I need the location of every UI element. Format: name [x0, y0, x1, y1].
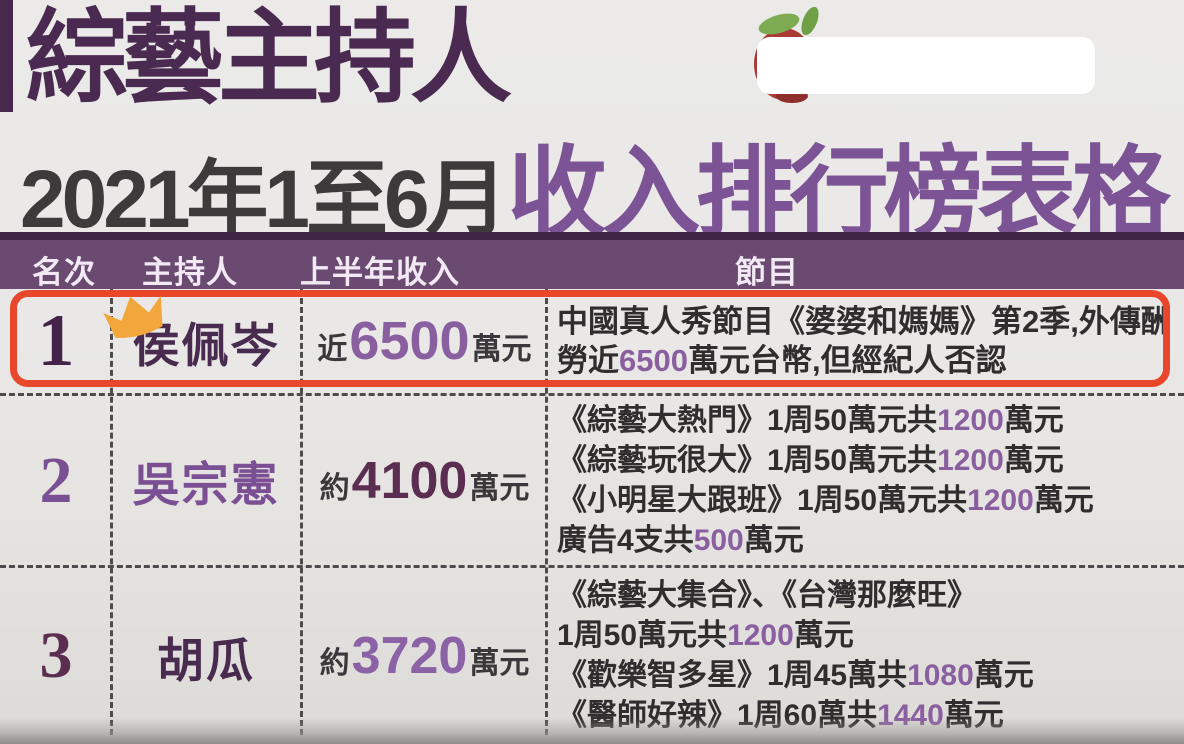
programs-cell: 中國真人秀節目《婆婆和媽媽》第2季,外傳酬 勞近6500萬元台幣,但經紀人否認 [557, 289, 1176, 393]
rank-value: 1 [37, 300, 75, 382]
rank-value: 2 [39, 443, 73, 517]
table-header: 名次 主持人 上半年收入 節目 [0, 232, 1184, 290]
header-programs: 節目 [735, 255, 799, 290]
title-period: 2021年1至6月 [20, 154, 508, 245]
program-line: 《綜藝玩很大》1周50萬元共1200萬元 [557, 443, 1064, 477]
header-income: 上半年收入 [300, 255, 460, 290]
column-separator [110, 289, 113, 735]
program-line: 中國真人秀節目《婆婆和媽媽》第2季,外傳酬 [557, 304, 1172, 339]
program-line: 《小明星大跟班》1周50萬元共1200萬元 [557, 483, 1094, 517]
logo-redaction-box [757, 37, 1095, 94]
rank-value: 3 [39, 619, 73, 692]
left-accent-strip [0, 0, 13, 112]
program-line: 廣告4支共500萬元 [557, 523, 804, 557]
program-line: 《歡樂智多星》1周45萬共1080萬元 [557, 659, 1034, 692]
header-host: 主持人 [142, 255, 238, 290]
program-line: 《綜藝大集合》、《台灣那麼旺》 [557, 579, 977, 612]
row-separator [0, 565, 1184, 568]
column-separator [300, 289, 303, 735]
column-separator [545, 289, 548, 735]
title-ranking-label: 收入排行榜表格 [507, 137, 1171, 248]
row-separator [0, 393, 1184, 396]
page-title-line2: 2021年1至6月 收入排行榜表格 [20, 112, 1171, 256]
income-value: 約 4100 萬元 [319, 451, 530, 510]
host-name: 吳宗憲 [132, 458, 280, 511]
income-value: 約 3720 萬元 [319, 627, 530, 685]
page-title-line1: 綜藝主持人 [26, 1, 512, 115]
header-rank: 名次 [32, 255, 96, 290]
apple-icon [754, 6, 1095, 103]
host-name: 胡瓜 [157, 633, 255, 687]
table-row: 1 侯佩岑 近 6500 萬元 中國真人秀節目《婆婆和媽媽》第2季,外傳酬 勞近6… [0, 289, 1184, 393]
program-line: 1周50萬元共1200萬元 [557, 619, 854, 652]
program-line: 《綜藝大熱門》1周50萬元共1200萬元 [557, 403, 1064, 437]
crown-icon [103, 295, 163, 338]
bottom-edge-fade [0, 718, 1184, 744]
highlight-red-box [10, 290, 1170, 387]
programs-cell: 《綜藝大熱門》1周50萬元共1200萬元 《綜藝玩很大》1周50萬元共1200萬元… [557, 396, 1176, 565]
publisher-logo [722, 0, 1122, 110]
table-row: 2 吳宗憲 約 4100 萬元 《綜藝大熱門》1周50萬元共1200萬元 《綜藝玩… [0, 396, 1184, 565]
income-value: 近 6500 萬元 [317, 311, 532, 371]
program-line: 勞近6500萬元台幣,但經紀人否認 [557, 343, 1007, 378]
